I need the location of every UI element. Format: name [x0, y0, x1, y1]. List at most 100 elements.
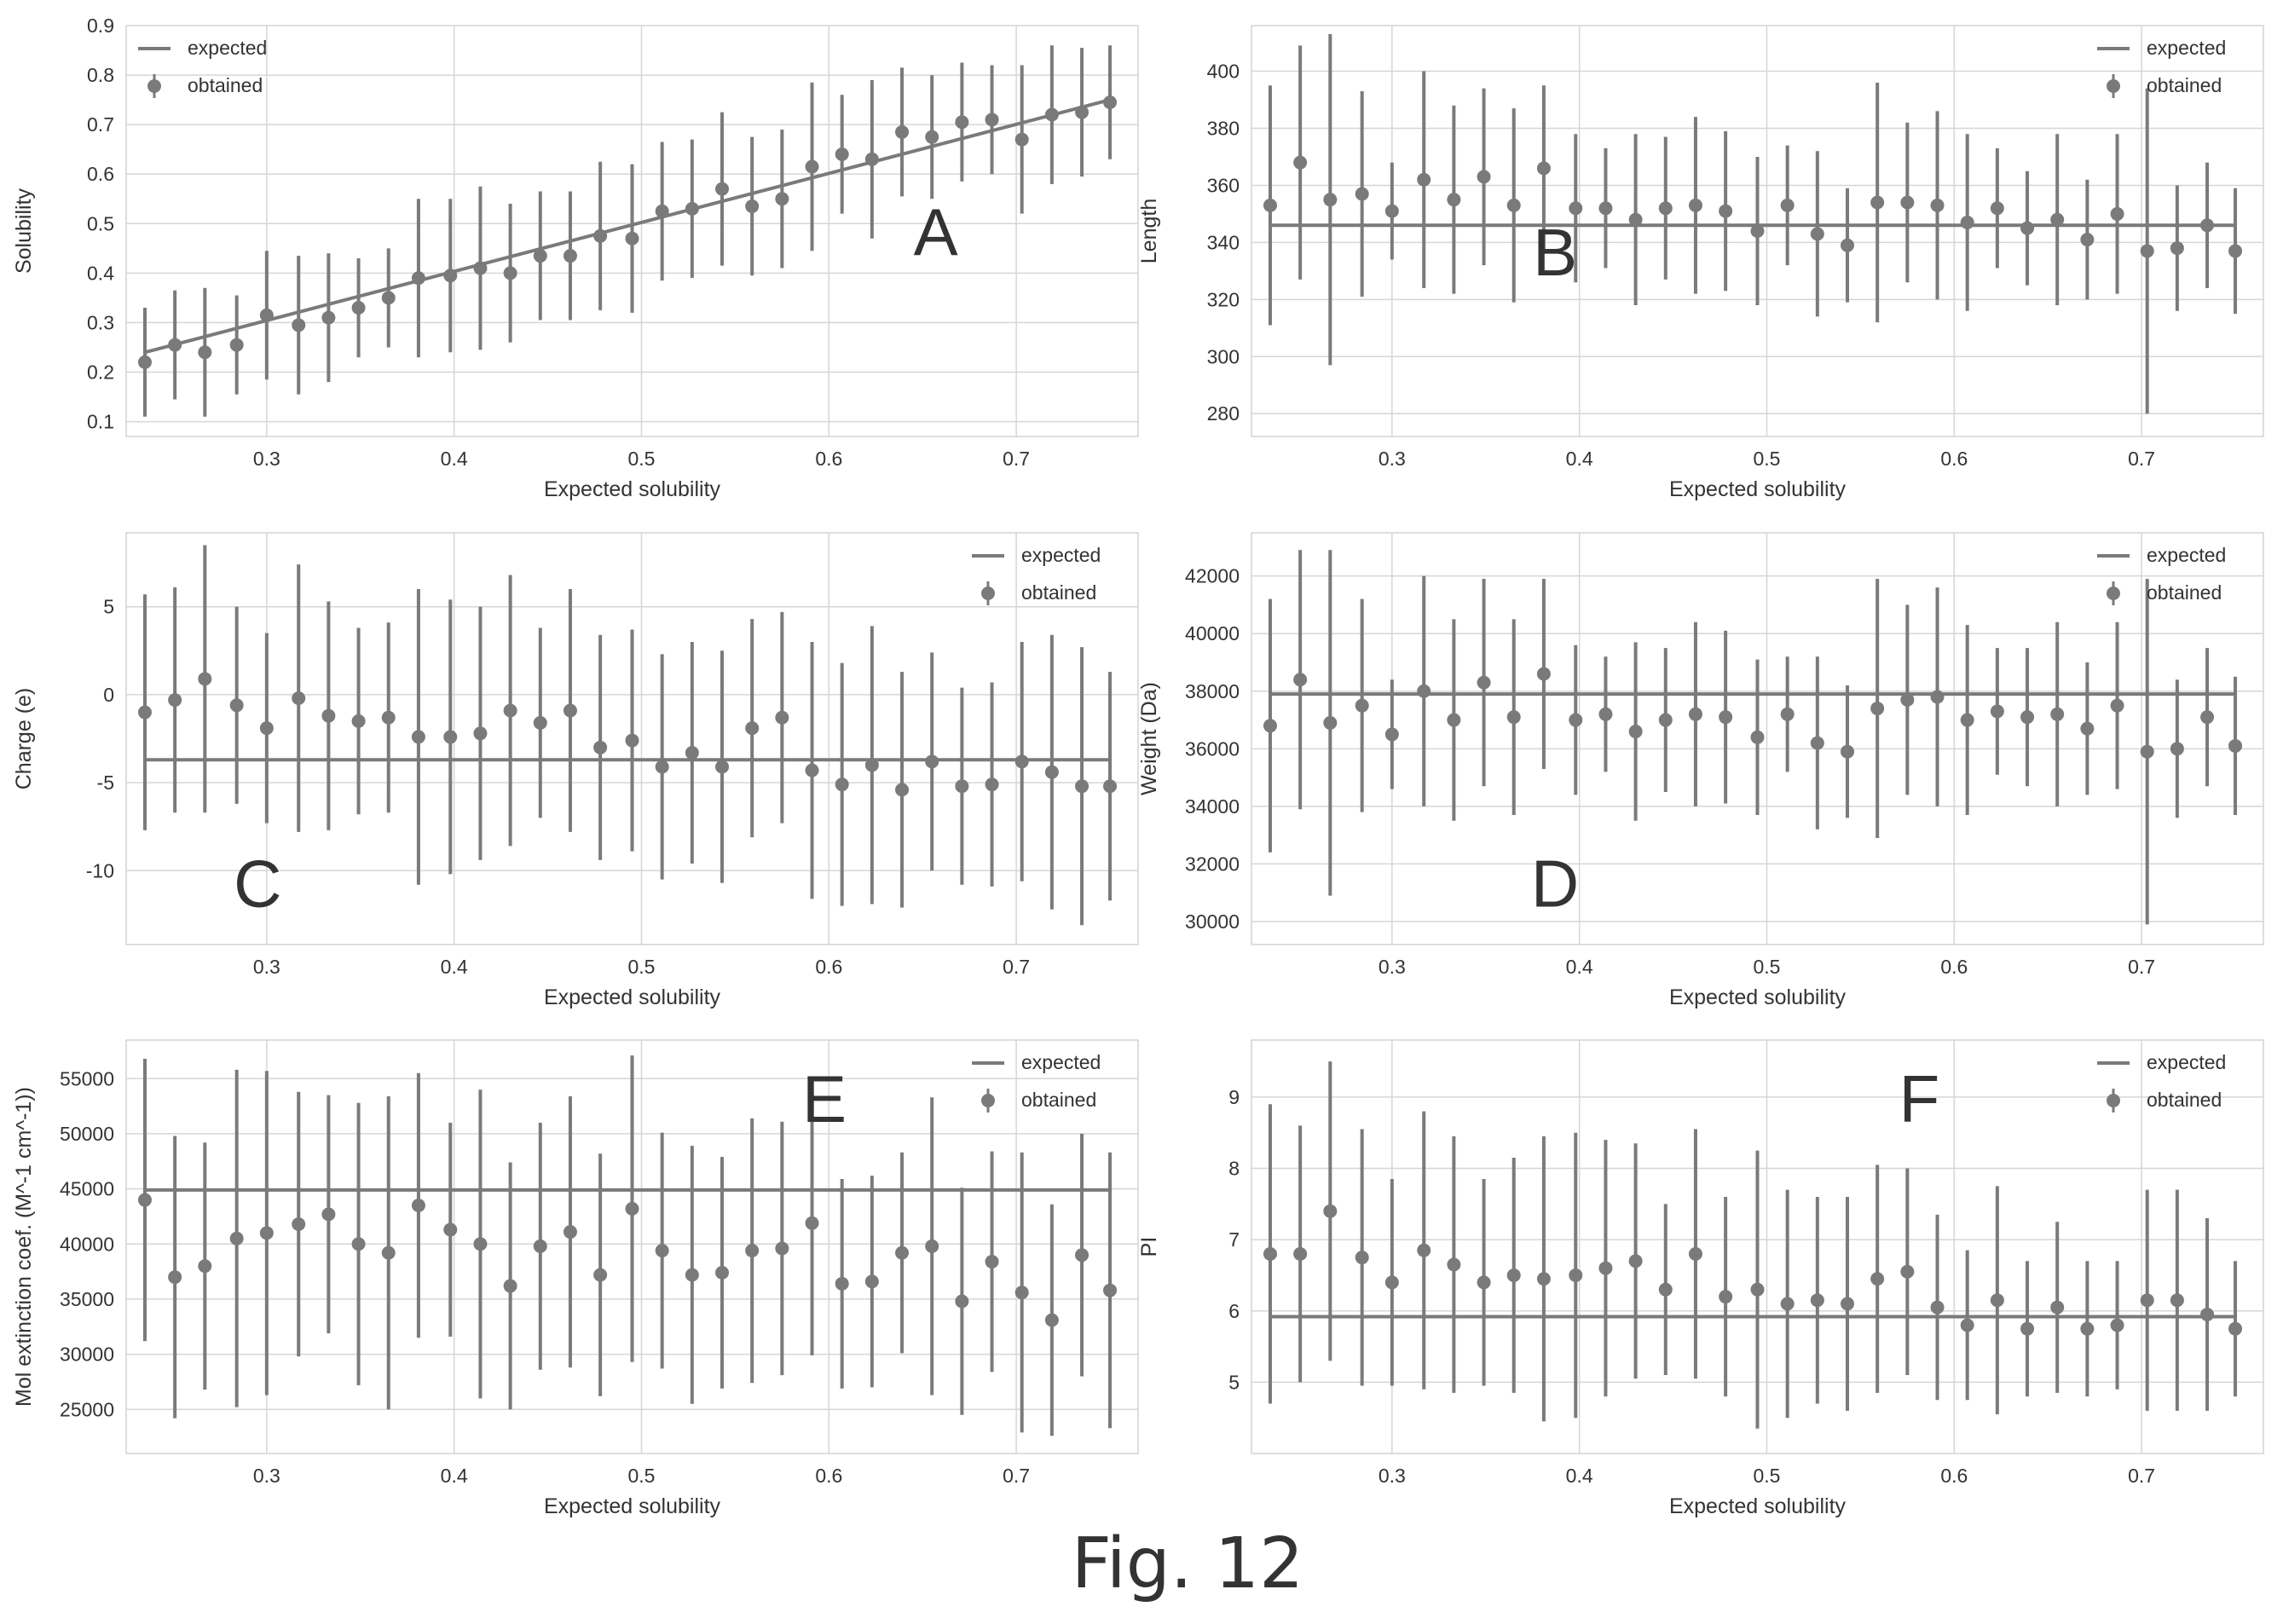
obtained-point	[1930, 690, 1945, 704]
y-tick-label: 30000	[1185, 910, 1240, 933]
obtained-point	[1384, 727, 1399, 742]
obtained-point	[1658, 1282, 1673, 1297]
panel-letter: D	[1531, 847, 1579, 922]
obtained-point	[259, 721, 274, 736]
x-tick-label: 0.4	[441, 448, 468, 470]
obtained-point	[2140, 244, 2154, 258]
obtained-point	[2050, 212, 2065, 227]
obtained-point	[1960, 713, 1974, 727]
obtained-point	[443, 269, 458, 283]
obtained-point	[1447, 713, 1461, 727]
x-tick-label: 0.3	[253, 956, 280, 978]
legend-obtained-marker	[2107, 587, 2120, 600]
obtained-point	[1447, 193, 1461, 207]
x-tick-label: 0.3	[1378, 1465, 1406, 1487]
obtained-point	[1870, 195, 1885, 210]
x-tick-label: 0.7	[2128, 448, 2155, 470]
obtained-point	[1780, 707, 1795, 721]
obtained-point	[1044, 765, 1059, 779]
obtained-point	[2170, 241, 2184, 256]
x-tick-label: 0.7	[2128, 1465, 2155, 1487]
obtained-point	[1536, 1272, 1551, 1286]
obtained-point	[805, 763, 819, 777]
obtained-point	[1355, 187, 1369, 201]
y-tick-label: 0.8	[87, 64, 114, 86]
x-axis-label: Expected solubility	[544, 985, 721, 1009]
obtained-point	[685, 1268, 699, 1282]
obtained-point	[1598, 707, 1613, 721]
obtained-point	[563, 1225, 577, 1240]
obtained-point	[864, 758, 879, 772]
y-axis-label: Length	[1137, 199, 1161, 263]
obtained-point	[2140, 1293, 2154, 1308]
legend-obtained-marker	[147, 79, 161, 93]
legend-expected-label: expected	[1021, 1051, 1101, 1073]
obtained-point	[1569, 201, 1583, 216]
obtained-point	[1870, 702, 1885, 716]
obtained-point	[1990, 201, 2004, 216]
obtained-point	[2050, 707, 2065, 721]
obtained-point	[137, 1193, 152, 1207]
obtained-point	[2140, 744, 2154, 759]
obtained-point	[745, 199, 760, 213]
legend-obtained-marker	[2107, 79, 2120, 93]
y-tick-label: 340	[1207, 231, 1240, 253]
x-tick-label: 0.6	[815, 448, 842, 470]
obtained-point	[381, 1245, 396, 1260]
x-tick-label: 0.3	[1378, 956, 1406, 978]
obtained-point	[1750, 730, 1765, 744]
obtained-point	[1960, 215, 1974, 229]
obtained-point	[351, 714, 366, 728]
y-tick-label: 0.5	[87, 212, 114, 234]
obtained-point	[685, 201, 699, 216]
x-tick-label: 0.4	[441, 1465, 468, 1487]
obtained-point	[1293, 155, 1308, 170]
obtained-point	[2020, 710, 2035, 725]
obtained-point	[229, 338, 244, 352]
y-tick-label: 42000	[1185, 565, 1240, 587]
obtained-point	[1841, 744, 1855, 759]
x-tick-label: 0.6	[1940, 956, 1968, 978]
y-tick-label: 40000	[1185, 622, 1240, 644]
obtained-point	[1263, 1246, 1277, 1261]
legend-expected-label: expected	[1021, 544, 1101, 566]
obtained-point	[1841, 1297, 1855, 1311]
obtained-point	[503, 266, 517, 280]
x-axis-label: Expected solubility	[544, 477, 721, 501]
obtained-point	[1477, 1275, 1491, 1290]
obtained-point	[1075, 105, 1089, 119]
obtained-point	[2170, 1293, 2184, 1308]
obtained-point	[2110, 1318, 2124, 1332]
obtained-point	[1384, 204, 1399, 218]
y-tick-label: -5	[97, 772, 114, 794]
obtained-point	[655, 760, 669, 774]
obtained-point	[2200, 218, 2215, 233]
obtained-point	[2200, 1307, 2215, 1321]
x-tick-label: 0.7	[1003, 1465, 1030, 1487]
x-tick-label: 0.3	[253, 1465, 280, 1487]
obtained-point	[1780, 198, 1795, 212]
obtained-point	[1323, 715, 1338, 730]
y-tick-label: 360	[1207, 174, 1240, 196]
panel-letter: B	[1533, 215, 1577, 290]
y-tick-label: 6	[1228, 1300, 1240, 1322]
obtained-point	[1355, 1251, 1369, 1265]
obtained-point	[2228, 738, 2243, 753]
y-tick-label: 35000	[60, 1288, 114, 1310]
obtained-point	[2170, 742, 2184, 756]
obtained-point	[198, 672, 212, 686]
obtained-point	[955, 1294, 969, 1309]
x-tick-label: 0.3	[1378, 448, 1406, 470]
obtained-point	[1477, 675, 1491, 690]
x-tick-label: 0.6	[1940, 1465, 1968, 1487]
x-axis-label: Expected solubility	[1669, 477, 1847, 501]
legend-obtained-marker	[981, 1094, 995, 1107]
chart-panel-e: 0.3 0.4 0.5 0.6 0.7 25000 30000 35000 40000 45000…	[12, 1039, 1139, 1518]
chart-panel-b: 0.3 0.4 0.5 0.6 0.7 280 300 320 340 360 380 400 Expe…	[1137, 25, 2264, 501]
obtained-point	[593, 1268, 608, 1282]
obtained-point	[292, 691, 306, 706]
obtained-point	[1810, 736, 1824, 750]
obtained-point	[1900, 1264, 1915, 1279]
obtained-point	[292, 318, 306, 332]
obtained-point	[625, 231, 639, 246]
